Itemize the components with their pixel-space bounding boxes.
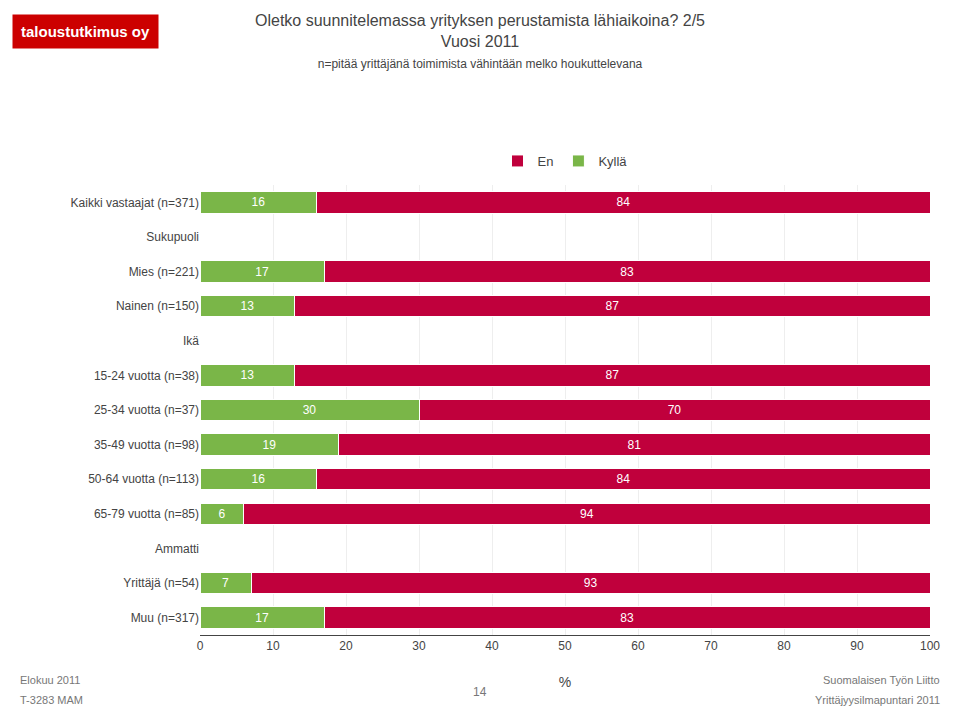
svg-text:14: 14: [473, 685, 487, 699]
svg-text:0: 0: [197, 639, 204, 653]
svg-text:Suomalaisen Työn Liitto: Suomalaisen Työn Liitto: [823, 674, 940, 686]
svg-text:35-49 vuotta (n=98): 35-49 vuotta (n=98): [94, 438, 199, 452]
svg-text:83: 83: [620, 265, 634, 279]
svg-text:70: 70: [668, 403, 682, 417]
svg-text:T-3283 MAM: T-3283 MAM: [20, 694, 83, 706]
svg-text:10: 10: [266, 639, 280, 653]
svg-text:30: 30: [412, 639, 426, 653]
svg-text:81: 81: [628, 438, 642, 452]
svg-text:Yrittäjyysilmapuntari 2011: Yrittäjyysilmapuntari 2011: [815, 694, 940, 706]
svg-text:70: 70: [704, 639, 718, 653]
svg-text:87: 87: [606, 299, 620, 313]
svg-text:Oletko suunnitelemassa yrityks: Oletko suunnitelemassa yrityksen perusta…: [255, 12, 705, 71]
svg-text:Elokuu 2011: Elokuu 2011: [20, 674, 80, 686]
svg-text:Ammatti: Ammatti: [155, 542, 199, 556]
svg-text:50: 50: [558, 639, 572, 653]
svg-text:15-24 vuotta (n=38): 15-24 vuotta (n=38): [94, 369, 199, 383]
svg-text:7: 7: [222, 576, 229, 590]
svg-text:taloustutkimus oy: taloustutkimus oy: [21, 23, 150, 40]
svg-text:60: 60: [631, 639, 645, 653]
svg-text:94: 94: [580, 507, 594, 521]
svg-text:Kyllä: Kyllä: [598, 154, 627, 169]
svg-text:80: 80: [777, 639, 791, 653]
svg-text:Ikä: Ikä: [183, 334, 199, 348]
svg-text:Mies (n=221): Mies (n=221): [129, 265, 199, 279]
svg-text:84: 84: [617, 195, 631, 209]
svg-text:Muu (n=317): Muu (n=317): [131, 611, 199, 625]
svg-text:6: 6: [218, 507, 225, 521]
svg-text:Sukupuoli: Sukupuoli: [146, 230, 199, 244]
svg-text:17: 17: [255, 611, 269, 625]
svg-text:%: %: [559, 674, 571, 690]
svg-text:13: 13: [241, 368, 255, 382]
svg-text:16: 16: [252, 195, 266, 209]
svg-text:En: En: [538, 154, 554, 169]
svg-text:90: 90: [850, 639, 864, 653]
svg-text:17: 17: [255, 265, 269, 279]
svg-text:65-79 vuotta (n=85): 65-79 vuotta (n=85): [94, 507, 199, 521]
svg-text:Yrittäjä (n=54): Yrittäjä (n=54): [123, 576, 199, 590]
svg-text:40: 40: [485, 639, 499, 653]
svg-text:83: 83: [620, 611, 634, 625]
svg-text:13: 13: [241, 299, 255, 313]
svg-text:50-64 vuotta (n=113): 50-64 vuotta (n=113): [88, 472, 199, 486]
svg-text:Nainen (n=150): Nainen (n=150): [116, 299, 199, 313]
svg-text:87: 87: [606, 368, 620, 382]
svg-text:Kaikki vastaajat (n=371): Kaikki vastaajat (n=371): [71, 196, 199, 210]
svg-text:93: 93: [584, 576, 598, 590]
svg-text:30: 30: [303, 403, 317, 417]
svg-text:25-34 vuotta (n=37): 25-34 vuotta (n=37): [94, 403, 199, 417]
svg-text:100: 100: [920, 639, 940, 653]
svg-text:19: 19: [263, 438, 277, 452]
svg-text:20: 20: [339, 639, 353, 653]
svg-text:84: 84: [617, 472, 631, 486]
svg-text:16: 16: [252, 472, 266, 486]
